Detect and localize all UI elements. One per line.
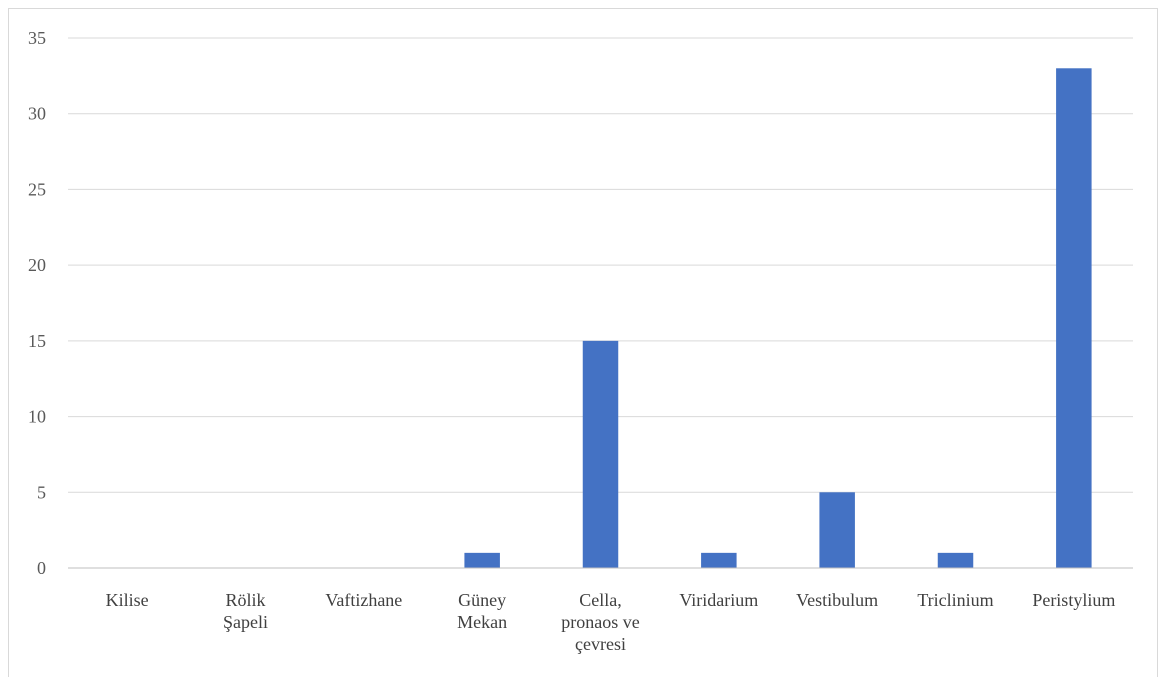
y-tick-label: 30 — [28, 104, 46, 124]
x-category-label: pronaos ve — [561, 612, 639, 632]
bar — [464, 552, 500, 568]
x-category-label: Vaftizhane — [325, 590, 402, 610]
x-category-label: Vestibulum — [796, 590, 878, 610]
y-tick-label: 0 — [37, 558, 46, 578]
x-category-label: çevresi — [575, 634, 626, 654]
bars — [464, 68, 1092, 569]
x-category-label: Şapeli — [223, 612, 268, 632]
x-category-label: Kilise — [106, 590, 149, 610]
x-category-label: Triclinium — [917, 590, 993, 610]
y-tick-label: 15 — [28, 331, 46, 351]
x-category-label: Mekan — [457, 612, 507, 632]
y-tick-label: 10 — [28, 407, 46, 427]
bar — [937, 552, 974, 568]
y-axis-ticks: 0 5 10 15 20 25 30 35 — [28, 28, 46, 578]
x-category-label: Peristylium — [1032, 590, 1115, 610]
y-tick-label: 20 — [28, 255, 46, 275]
bar — [1056, 68, 1092, 569]
bar — [819, 492, 855, 568]
bar — [582, 340, 619, 568]
bar — [701, 552, 737, 568]
y-tick-label: 25 — [28, 179, 46, 199]
y-tick-label: 35 — [28, 28, 46, 48]
y-tick-label: 5 — [37, 482, 46, 502]
x-category-label: Viridarium — [679, 590, 758, 610]
chart-frame — [8, 8, 1158, 677]
x-category-label: Güney — [458, 590, 506, 610]
x-category-label: Cella, — [579, 590, 622, 610]
x-category-label: Rölik — [225, 590, 265, 610]
